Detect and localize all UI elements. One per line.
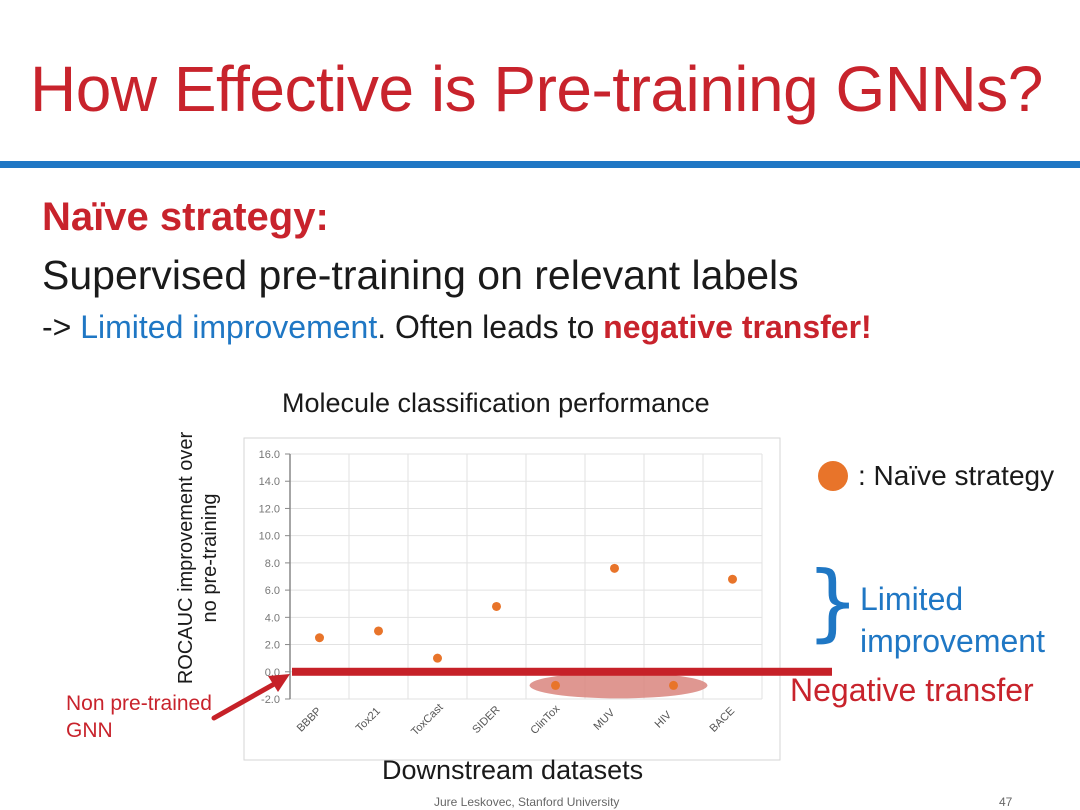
y-tick-label: 10.0 <box>259 531 280 543</box>
y-tick-label: 16.0 <box>259 449 280 461</box>
limited-improvement-annotation: Limited improvement <box>860 578 1045 662</box>
legend-marker <box>818 461 848 491</box>
data-point <box>315 633 324 643</box>
slide-title: How Effective is Pre-training GNNs? <box>30 53 1043 125</box>
arrow-prefix: -> <box>42 309 81 345</box>
title-divider <box>0 161 1080 168</box>
y-tick-label: 12.0 <box>259 503 280 515</box>
conclusion-middle: . Often leads to <box>377 309 604 345</box>
data-point <box>728 574 737 584</box>
footer-credit: Jure Leskovec, Stanford University <box>434 795 620 809</box>
negative-region-highlight <box>529 672 708 699</box>
baseline-zero-line <box>292 667 832 676</box>
chart-frame <box>243 437 781 761</box>
y-tick-label: -2.0 <box>261 694 280 706</box>
conclusion-line: -> Limited improvement. Often leads to n… <box>42 309 872 346</box>
data-point <box>374 626 383 636</box>
chart-title: Molecule classification performance <box>282 388 710 418</box>
chart-x-axis-label: Downstream datasets <box>382 755 644 785</box>
arrow-head-icon <box>268 674 290 692</box>
non-pretrained-annotation: Non pre-trained GNN <box>66 690 212 744</box>
data-point <box>610 563 619 573</box>
y-tick-label: 2.0 <box>265 640 280 652</box>
naive-strategy-heading: Naïve strategy: <box>42 195 329 239</box>
nonpre-line-1: Non pre-trained <box>66 692 212 715</box>
legend-label: : Naïve strategy <box>858 460 1055 491</box>
nonpre-line-2: GNN <box>66 719 113 742</box>
data-point <box>433 653 442 663</box>
curly-brace-icon: } <box>806 553 860 651</box>
chart-y-axis-label: ROCAUC improvement over no pre-training <box>175 431 221 685</box>
supervised-pretraining-text: Supervised pre-training on relevant labe… <box>42 252 799 298</box>
y-tick-label: 4.0 <box>265 612 280 624</box>
y-tick-label: 8.0 <box>265 558 280 570</box>
page-number: 47 <box>999 795 1013 809</box>
negative-transfer-annotation: Negative transfer <box>790 672 1034 708</box>
arrow-shaft <box>211 680 279 721</box>
limited-line-2: improvement <box>860 623 1045 659</box>
data-point <box>669 680 678 690</box>
y-tick-label: 14.0 <box>259 476 280 488</box>
data-point <box>551 680 560 690</box>
data-point <box>492 601 501 611</box>
y-tick-label: 6.0 <box>265 585 280 597</box>
limited-improvement-phrase: Limited improvement <box>80 309 378 345</box>
negative-transfer-phrase: negative transfer! <box>603 309 872 345</box>
limited-line-1: Limited <box>860 581 964 617</box>
chart-legend: : Naïve strategy <box>818 460 1054 492</box>
